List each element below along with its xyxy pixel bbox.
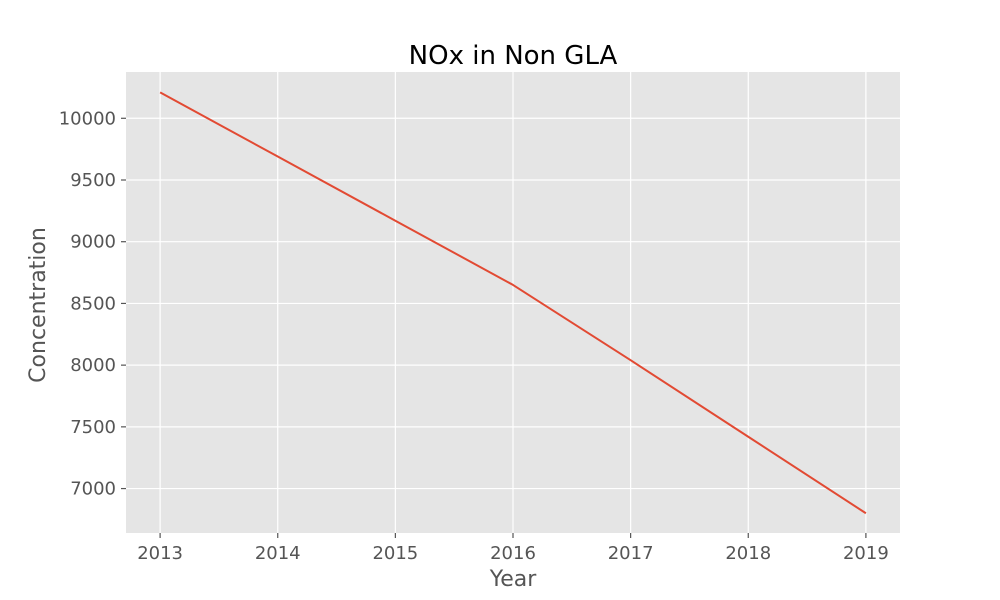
x-tick-label: 2018 [725,543,771,564]
x-tick-label: 2014 [255,543,301,564]
x-tick-label: 2016 [490,543,536,564]
y-tick-label: 9500 [70,170,116,191]
y-tick-label: 8000 [70,355,116,376]
y-tick-label: 8500 [70,293,116,314]
series-group [159,91,867,515]
x-axis-ticks: 2013 2014 2015 2016 2017 2018 2019 [137,533,889,564]
y-tick-label: 7500 [70,417,116,438]
x-tick-label: 2015 [372,543,418,564]
series-line [159,91,867,515]
x-axis-label: Year [489,567,538,592]
grid-lines-x [159,72,867,533]
x-tick-label: 2017 [608,543,654,564]
x-tick-label: 2019 [843,543,889,564]
y-tick-label: 10000 [59,108,116,129]
x-tick-label: 2013 [137,543,183,564]
y-axis-label: Concentration [26,227,51,383]
y-tick-label: 9000 [70,232,116,253]
chart-title: NOx in Non GLA [409,41,618,71]
y-tick-label: 7000 [70,479,116,500]
grid-lines-y [126,117,900,490]
y-axis-ticks: 7000 7500 8000 8500 9000 9500 10000 [59,108,126,500]
